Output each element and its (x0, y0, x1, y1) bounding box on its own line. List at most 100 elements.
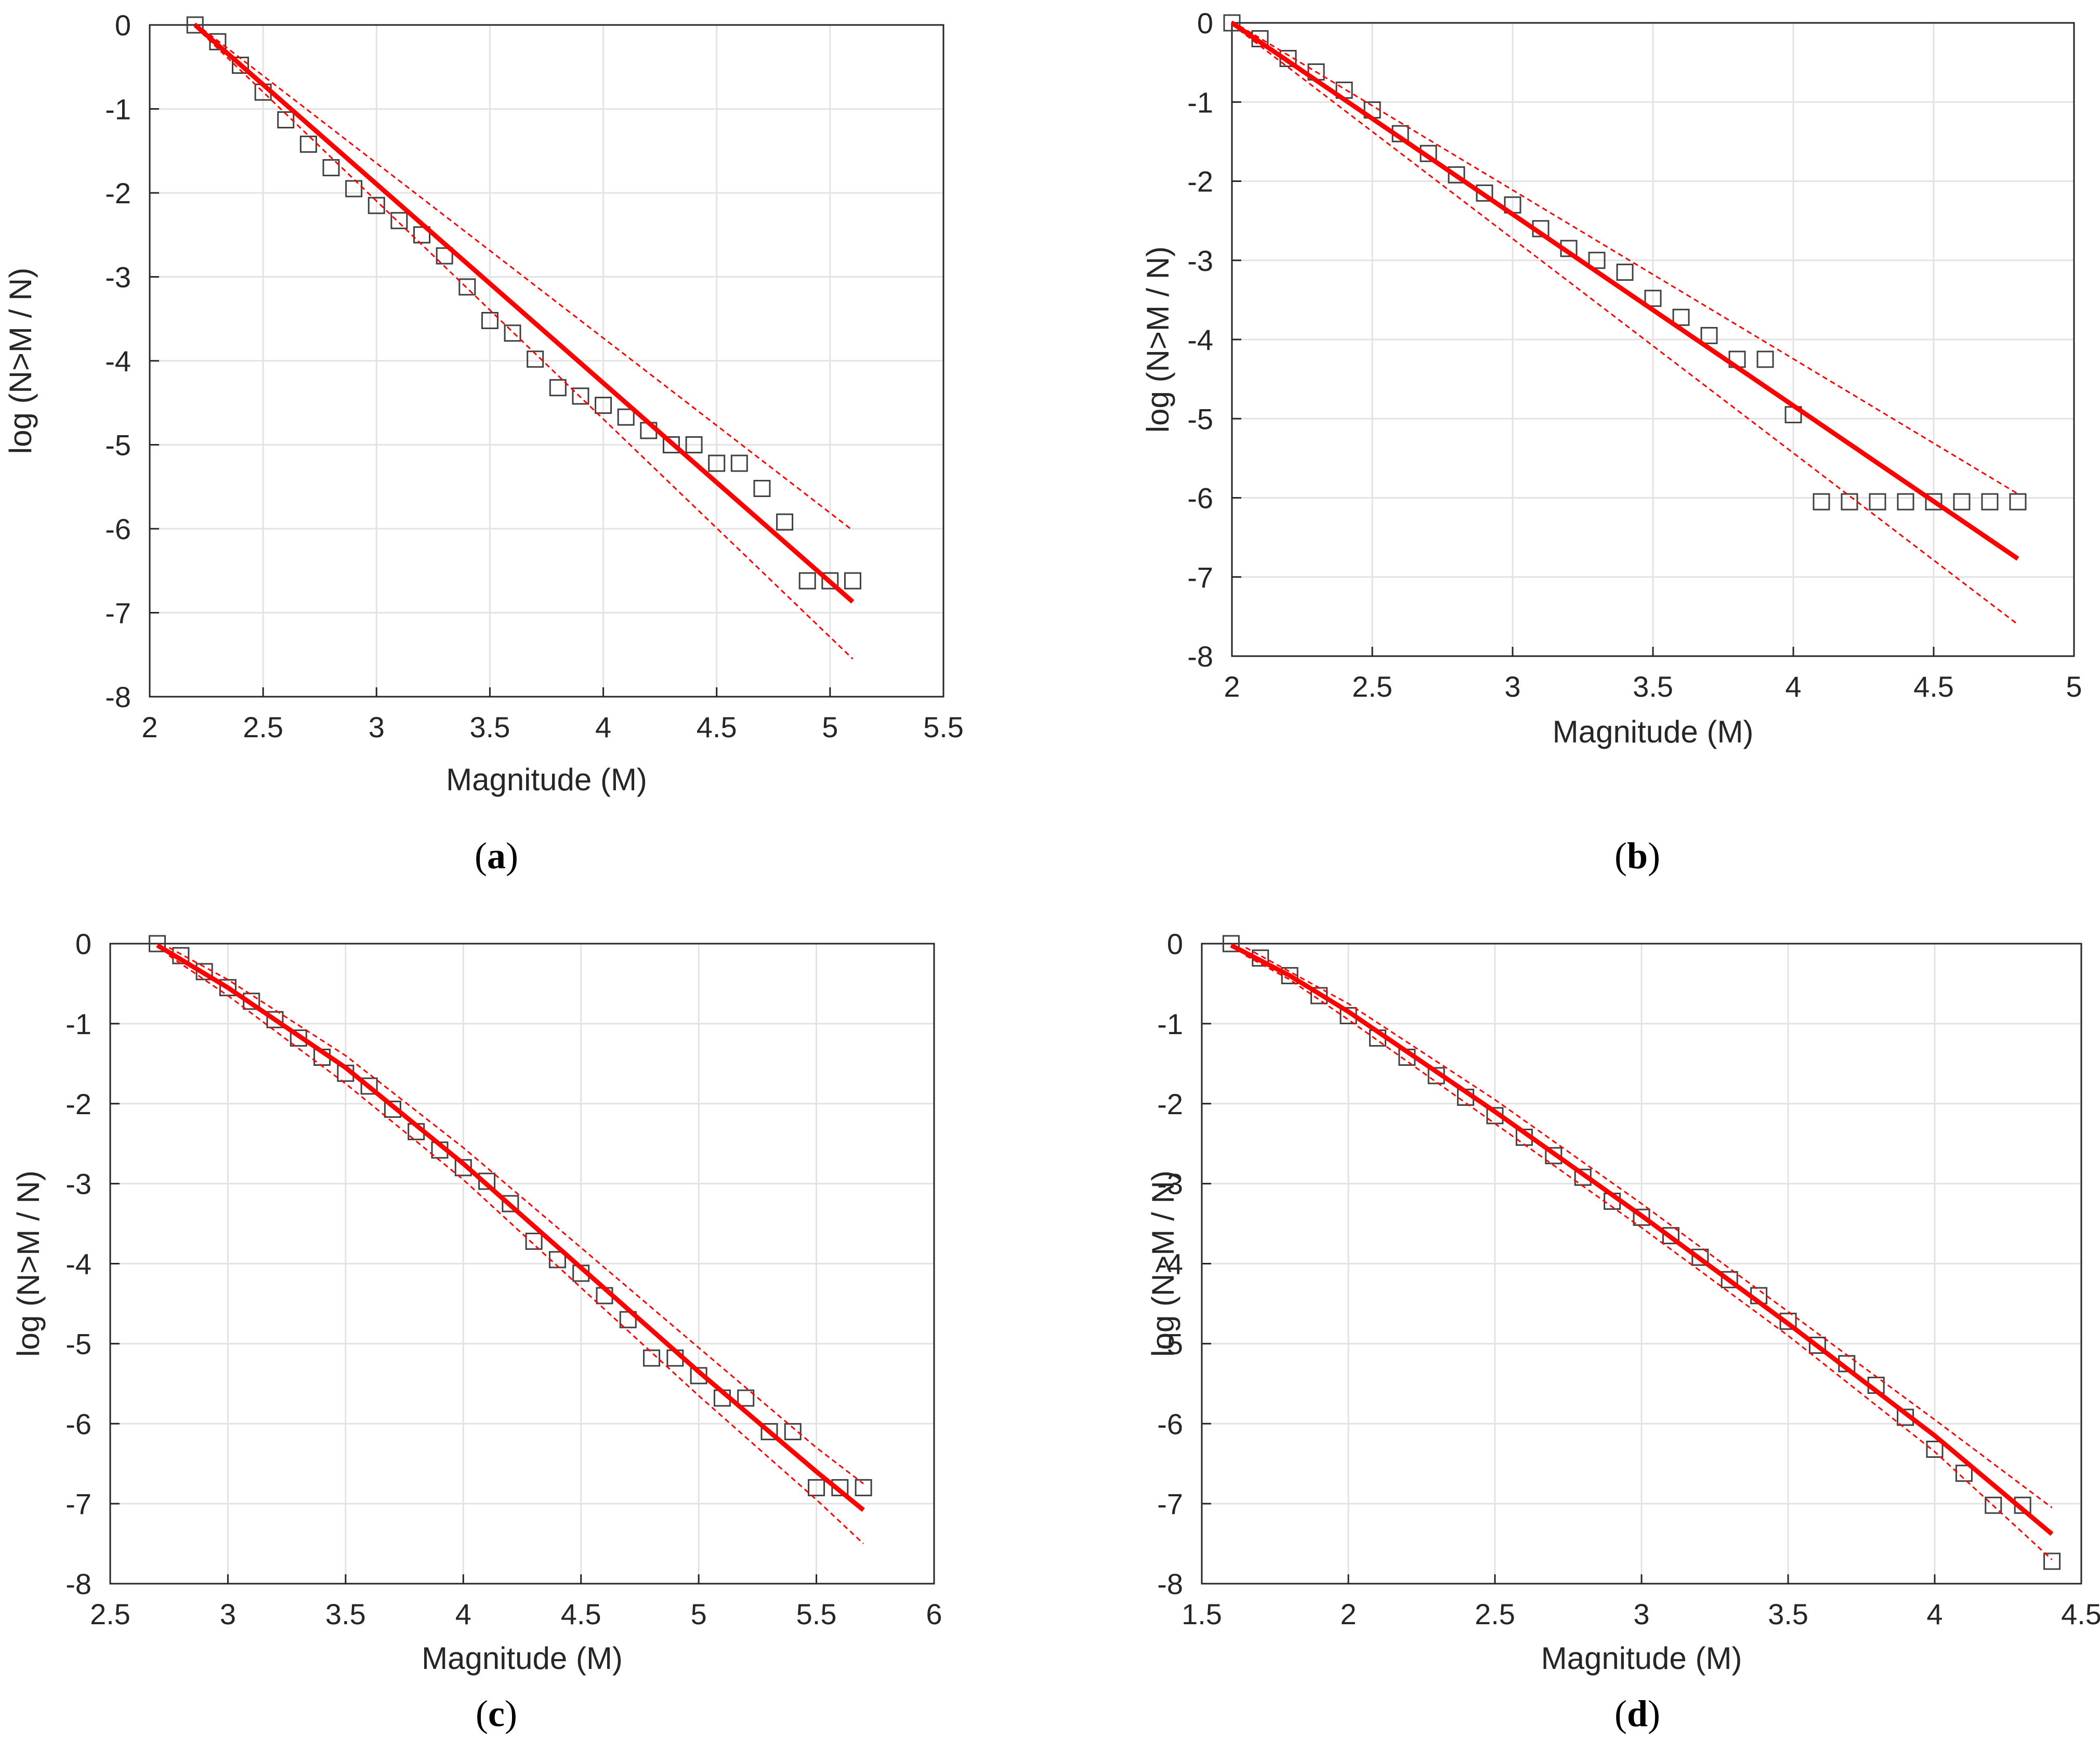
data-point-marker (345, 180, 363, 198)
y-tick-label: 0 (75, 928, 91, 960)
data-point-marker (708, 454, 726, 472)
y-tick-label: -8 (1157, 1568, 1183, 1600)
data-point-marker (1448, 166, 1465, 184)
data-point-marker (504, 324, 521, 342)
data-point-marker (1808, 1336, 1826, 1354)
data-point-marker (1756, 350, 1774, 368)
x-tick-label: 2.5 (1352, 670, 1393, 703)
data-point-marker (1700, 327, 1718, 344)
data-point-marker (798, 572, 816, 590)
panel-label-open: ( (1615, 1693, 1627, 1734)
y-tick-label: -5 (65, 1327, 91, 1360)
data-point-marker (478, 1172, 496, 1190)
data-point-marker (290, 1029, 307, 1047)
y-tick-label: -4 (105, 345, 131, 377)
x-tick-label: 4.5 (1913, 670, 1954, 703)
y-tick-label: -6 (1157, 1407, 1183, 1440)
data-point-marker (413, 226, 431, 244)
data-point-marker (1476, 184, 1493, 202)
data-point-marker (436, 247, 453, 265)
data-point-marker (1925, 493, 1942, 511)
x-tick-label: 3.5 (469, 711, 510, 743)
y-tick-label: -3 (105, 261, 131, 294)
y-tick-label: -5 (1157, 1327, 1183, 1360)
x-axis-title: Magnitude (M) (422, 1641, 623, 1676)
y-tick-label: 0 (115, 9, 131, 42)
data-point-marker (1869, 493, 1886, 511)
data-point-marker (808, 1479, 825, 1496)
y-tick-label: -6 (105, 513, 131, 545)
data-point-marker (1222, 935, 1240, 952)
y-tick-label: -7 (65, 1487, 91, 1520)
data-point-marker (844, 572, 861, 590)
data-point-marker (527, 350, 544, 368)
data-point-marker (730, 454, 748, 472)
data-point-marker (855, 1479, 872, 1496)
data-point-marker (1897, 493, 1914, 511)
x-tick-label: 3.5 (1768, 1598, 1808, 1630)
data-point-marker (753, 479, 771, 497)
data-point-marker (737, 1389, 755, 1407)
y-tick-label: -2 (1187, 165, 1213, 198)
lower-confidence-line (1245, 955, 2053, 1560)
y-tick-label: -5 (105, 429, 131, 462)
upper-confidence-line (168, 947, 864, 1484)
data-point-marker (390, 212, 408, 229)
y-tick-label: -3 (1157, 1168, 1183, 1200)
lower-confidence-line (1231, 23, 2018, 625)
x-tick-label: 3 (369, 711, 385, 743)
x-tick-label: 3 (1633, 1598, 1649, 1630)
data-point-marker (1926, 1440, 1944, 1458)
data-point-marker (1662, 1227, 1679, 1245)
x-tick-label: 1.5 (1182, 1598, 1222, 1630)
y-tick-label: -7 (1157, 1487, 1183, 1520)
data-point-marker (595, 397, 612, 414)
data-point-marker (1545, 1147, 1563, 1165)
y-axis-title: log (N>M / N) (1146, 1170, 1180, 1356)
y-tick-label: -5 (1187, 402, 1213, 435)
y-tick-label: -3 (1187, 244, 1213, 277)
y-axis-title: log (N>M / N) (1140, 246, 1175, 433)
chart-panel-a: 2 2.5 3 3.5 4 4.5 5 5.5 0 -1 -2 -3 -4 -5 -6 -7 -8 Magnitu… (3, 9, 964, 877)
data-point-marker (368, 197, 385, 214)
y-tick-label: -8 (65, 1568, 91, 1600)
data-point-marker (1981, 493, 1999, 511)
y-tick-label: -4 (65, 1248, 91, 1281)
data-point-marker (1779, 1312, 1797, 1330)
panel-label: (a) (475, 835, 518, 877)
x-tick-label: 2 (1340, 1598, 1356, 1630)
data-point-marker (458, 278, 476, 296)
data-point-marker (1672, 308, 1690, 326)
x-tick-label: 2 (141, 711, 158, 743)
data-point-marker (821, 572, 839, 590)
data-point-marker (662, 436, 680, 453)
data-point-marker (831, 1479, 849, 1496)
upper-confidence-line (194, 22, 854, 531)
x-tick-label: 5.5 (796, 1598, 837, 1630)
data-point-marker (760, 1423, 778, 1441)
panel-label-close: ) (506, 835, 518, 877)
data-point-marker (360, 1077, 378, 1095)
data-point-marker (1985, 1496, 2002, 1514)
data-point-marker (2009, 493, 2027, 511)
panel-label-close: ) (1648, 835, 1660, 877)
y-tick-label: -7 (105, 597, 131, 630)
x-tick-label: 3.5 (1633, 670, 1673, 703)
panel-label: (b) (1615, 835, 1660, 877)
panel-label: (c) (476, 1693, 517, 1734)
x-tick-label: 4 (595, 711, 611, 743)
y-tick-label: -3 (65, 1168, 91, 1200)
panel-label-open: ( (475, 835, 487, 877)
panel-label-close: ) (1648, 1693, 1660, 1734)
y-tick-label: -7 (1187, 561, 1213, 594)
data-point-marker (266, 1011, 284, 1028)
data-point-marker (617, 408, 635, 426)
fit-line (156, 943, 865, 1512)
data-point-marker (481, 311, 498, 329)
x-tick-label: 4 (1785, 670, 1801, 703)
panel-label: (d) (1615, 1693, 1660, 1734)
x-tick-label: 5 (691, 1598, 707, 1630)
chart-panel-d: 1.5 2 2.5 3 3.5 4 4.5 0 -1 -2 -3 -4 -5 -6 -7 -8 Magnitud… (1146, 928, 2100, 1734)
chart-panel-b: 2 2.5 3 3.5 4 4.5 5 0 -1 -2 -3 -4 -5 -6 -7 -8 Magnitude … (1140, 7, 2082, 877)
data-point-marker (1223, 14, 1241, 32)
